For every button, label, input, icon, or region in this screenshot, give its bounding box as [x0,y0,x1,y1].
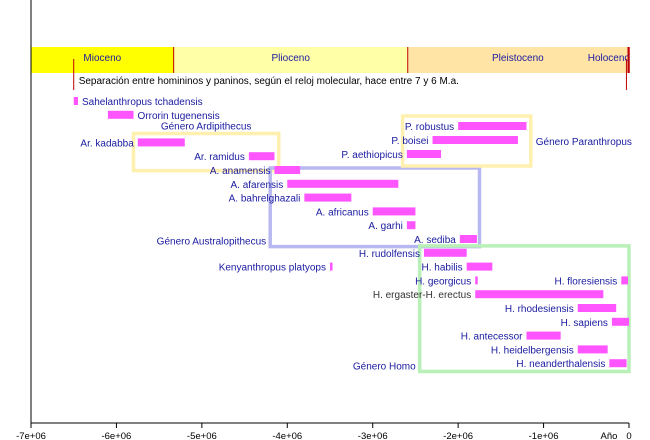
bar-ar-ramidus [248,152,275,161]
x-axis-title: Año [601,431,618,440]
group-box-g-nero-homo [417,244,631,374]
label-a-garhi: A. garhi [368,221,402,232]
label-h-ergaster-h-erectus: H. ergaster-H. erectus [373,290,471,301]
bar-h-habilis [466,262,493,271]
epoch-band-mioceno [31,47,174,73]
label-h-antecessor: H. antecessor [461,332,523,343]
group-label-g-nero-australopithecus: Género Australopithecus [157,237,267,248]
label-ar-ramidus: Ar. ramidus [194,152,245,163]
group-box-g-nero-ardipithecus [131,131,281,173]
label-h-neanderthalensis: H. neanderthalensis [516,359,605,370]
label-a-anamensis: A. anamensis [210,166,271,177]
group-box-g-nero-paranthropus [400,114,533,168]
x-tick-label-4: -3e+06 [358,431,388,440]
group-label-g-nero-paranthropus: Género Paranthropus [536,137,632,148]
label-h-georgicus: H. georgicus [415,276,471,287]
x-tick-label-2: -5e+06 [187,431,217,440]
bar-h-ergaster-h-erectus [475,290,604,299]
bar-a-afarensis [287,179,399,188]
label-p-boisei: P. boisei [391,136,428,147]
epoch-label-holoceno: Holoceno [588,53,631,64]
bar-ar-kadabba [137,138,185,147]
epoch-label-mioceno: Mioceno [83,53,121,64]
bar-h-heidelbergensis [577,345,608,354]
epoch-band-plioceno [173,47,408,73]
bar-orrorin-tugenensis [107,110,134,119]
label-a-africanus: A. africanus [316,207,369,218]
bar-a-bahrelghazali [304,193,352,202]
x-tick-label-6: -1e+06 [529,431,559,440]
bar-h-georgicus [475,276,478,285]
bar-a-garhi [406,221,416,230]
epoch-band-pleistoceno [407,47,629,73]
bar-h-neanderthalensis [609,359,627,368]
label-kenyanthropus-platyops: Kenyanthropus platyops [219,263,326,274]
label-p-aethiopicus: P. aethiopicus [341,150,403,161]
label-orrorin-tugenensis: Orrorin tugenensis [138,111,220,122]
epoch-label-plioceno: Plioceno [272,53,311,64]
label-a-afarensis: A. afarensis [230,180,283,191]
label-sahelanthropus-tchadensis: Sahelanthropus tchadensis [82,97,203,108]
bar-h-antecessor [526,331,561,340]
bar-kenyanthropus-platyops [330,262,333,271]
label-h-rhodesiensis: H. rhodesiensis [505,304,574,315]
x-tick-label-3: -4e+06 [272,431,302,440]
group-box-g-nero-australopithecus [268,166,482,249]
bar-p-aethiopicus [406,150,442,158]
bar-p-robustus [458,122,527,130]
bar-h-floresiensis [621,276,628,285]
label-h-habilis: H. habilis [422,263,463,274]
label-h-sapiens: H. sapiens [561,318,608,329]
bar-h-sapiens [611,317,629,326]
x-tick-label-1: -6e+06 [101,431,131,440]
label-ar-kadabba: Ar. kadabba [80,138,134,149]
x-tick-label-0: -7e+06 [16,431,46,440]
x-tick-label-5: -2e+06 [443,431,473,440]
group-label-g-nero-ardipithecus: Género Ardipithecus [161,122,252,133]
bar-sahelanthropus-tchadensis [73,97,78,105]
epoch-label-pleistoceno: Pleistoceno [492,53,544,64]
label-p-robustus: P. robustus [405,122,454,133]
annotation-text: Separación entre homininos y paninos, se… [79,76,459,87]
x-tick-label-7: 0 [626,431,631,440]
bar-h-rhodesiensis [577,304,617,312]
bar-a-africanus [372,207,416,216]
bar-a-anamensis [274,166,301,174]
label-h-rudolfensis: H. rudolfensis [359,249,420,260]
bar-p-boisei [432,136,518,144]
bar-a-sediba [459,235,477,243]
label-a-sediba: A. sediba [414,235,456,246]
bar-h-rudolfensis [423,248,467,257]
label-h-heidelbergensis: H. heidelbergensis [491,345,574,356]
group-label-g-nero-homo: Género Homo [353,361,416,372]
label-h-floresiensis: H. floresiensis [554,276,617,287]
label-a-bahrelghazali: A. bahrelghazali [229,194,301,205]
